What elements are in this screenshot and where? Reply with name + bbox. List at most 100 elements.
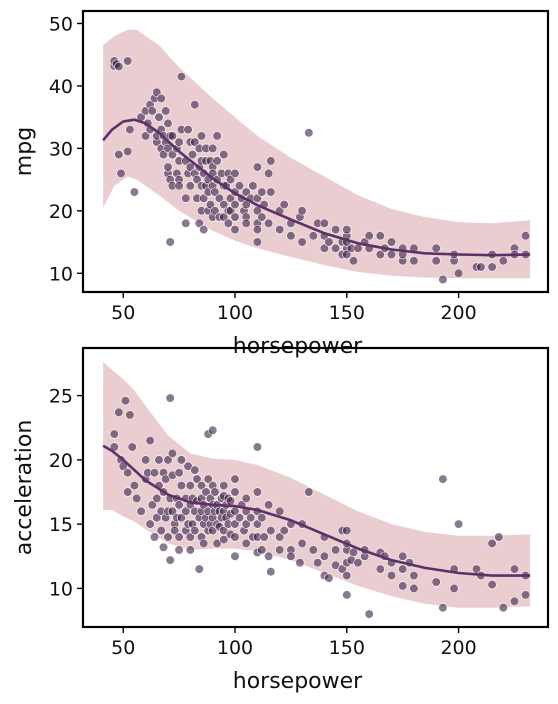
chart-1-data-point — [161, 106, 171, 116]
chart-1-data-point — [212, 156, 222, 166]
chart-1-data-point — [194, 218, 204, 228]
chart-2-data-point — [203, 474, 213, 484]
chart-1-y-tick-label: 10 — [49, 263, 73, 285]
chart-1-data-point — [167, 150, 177, 160]
chart-1-data-point — [187, 150, 198, 160]
chart-2-data-point — [266, 567, 276, 577]
chart-2-fit-line — [102, 444, 531, 577]
chart-2-data-point — [259, 532, 269, 542]
chart-2-data-point — [109, 429, 119, 439]
chart-1-data-point — [264, 218, 274, 228]
chart-2-data-point — [241, 493, 251, 504]
chart-1-plot-area — [102, 29, 531, 285]
chart-2-y-axis-label: acceleration — [12, 420, 37, 556]
chart-2-data-point — [174, 532, 184, 542]
chart-1-data-point — [297, 237, 307, 247]
chart-1-data-point — [266, 187, 276, 197]
chart-1-x-tick-label: 50 — [111, 302, 135, 324]
chart-2-data-point — [398, 551, 408, 561]
chart-2-data-point — [246, 513, 256, 523]
chart-1-data-point — [252, 225, 262, 235]
chart-2-data-point — [156, 525, 166, 536]
chart-2-data-point — [125, 410, 135, 420]
chart-2-data-point — [147, 500, 157, 510]
chart-1-data-point — [225, 193, 236, 203]
chart-1-data-point — [520, 231, 531, 241]
chart-1-data-point — [241, 187, 251, 197]
chart-2-data-point — [163, 455, 173, 465]
chart-1-data-point — [230, 212, 240, 222]
chart-2-data-point — [194, 564, 204, 574]
chart-2-x-tick-label: 150 — [329, 637, 365, 659]
chart-2-data-point — [509, 564, 520, 574]
chart-2-data-point — [286, 551, 296, 561]
chart-2-data-point — [398, 581, 408, 591]
chart-2-data-point — [176, 455, 186, 465]
chart-2-data-point — [275, 532, 285, 542]
chart-2-data-point — [145, 519, 155, 529]
chart-2-data-point — [145, 436, 155, 446]
chart-2-data-point — [264, 500, 274, 510]
chart-1-data-point — [252, 193, 262, 203]
chart-1-data-point — [498, 256, 508, 266]
chart-1-data-point — [167, 131, 177, 141]
chart-1-data-point — [199, 193, 209, 203]
chart-2-data-point — [264, 551, 274, 561]
chart-2-data-point — [123, 468, 133, 478]
chart-2-y-tick-label: 20 — [49, 450, 73, 472]
chart-2-data-point — [196, 481, 207, 491]
chart-1-data-point — [319, 218, 330, 228]
chart-2-data-point — [118, 461, 128, 471]
chart-2-x-axis-label: horsepower — [233, 669, 363, 694]
chart-1-data-point — [348, 256, 359, 266]
chart-1-data-point — [116, 168, 126, 178]
chart-1-data-point — [223, 218, 233, 228]
chart-2-x-tick-label: 50 — [111, 637, 135, 659]
chart-2-data-point — [275, 545, 285, 555]
chart-1-data-point — [225, 175, 236, 185]
chart-2-y-tick-label: 15 — [49, 514, 73, 536]
chart-2-data-point — [174, 545, 184, 555]
chart-2-data-point — [409, 570, 419, 581]
chart-1-data-point — [308, 231, 318, 241]
chart-2-data-point — [234, 513, 245, 523]
chart-1-data-point — [123, 56, 133, 66]
chart-1-data-point — [152, 87, 162, 97]
chart-2-data-point — [342, 525, 352, 536]
chart-2-plot-area — [102, 362, 531, 619]
chart-1-data-point — [230, 200, 240, 210]
chart-2-data-point — [149, 468, 160, 478]
chart-1-data-point — [297, 206, 307, 216]
chart-1-data-point — [212, 131, 222, 141]
chart-1-data-point — [185, 162, 195, 172]
chart-1-data-point — [264, 168, 274, 178]
chart-1-data-point — [190, 100, 200, 110]
chart-1-fit-line — [102, 118, 531, 257]
chart-2-data-point — [304, 487, 314, 497]
chart-1-data-point — [375, 249, 385, 260]
chart-1-data-point — [125, 125, 135, 135]
chart-2-data-point — [241, 538, 251, 549]
chart-1-data-point — [257, 187, 267, 197]
chart-2-data-point — [165, 393, 175, 403]
chart-2-data-point — [174, 468, 184, 478]
chart-1-data-point — [331, 243, 341, 253]
chart-2-data-point — [149, 532, 160, 542]
chart-2-data-point — [185, 532, 195, 542]
chart-1-data-point — [386, 249, 397, 260]
chart-2-data-point — [230, 487, 240, 497]
chart-1-data-point — [163, 162, 173, 172]
chart-1-data-point — [163, 118, 173, 128]
chart-1-data-point — [199, 225, 209, 235]
chart-2-data-point — [154, 455, 164, 465]
chart-2-data-point — [230, 532, 240, 542]
chart-1-y-tick-label: 20 — [49, 201, 73, 223]
chart-2-data-point — [386, 570, 397, 581]
chart-2-confidence-band — [103, 362, 531, 608]
chart-2-data-point — [167, 506, 177, 516]
chart-2-data-point — [185, 481, 195, 491]
chart-1-data-point — [257, 212, 267, 222]
chart-1-data-point — [386, 237, 397, 247]
chart-2-data-point — [520, 590, 531, 600]
chart-1-data-point — [454, 268, 464, 278]
